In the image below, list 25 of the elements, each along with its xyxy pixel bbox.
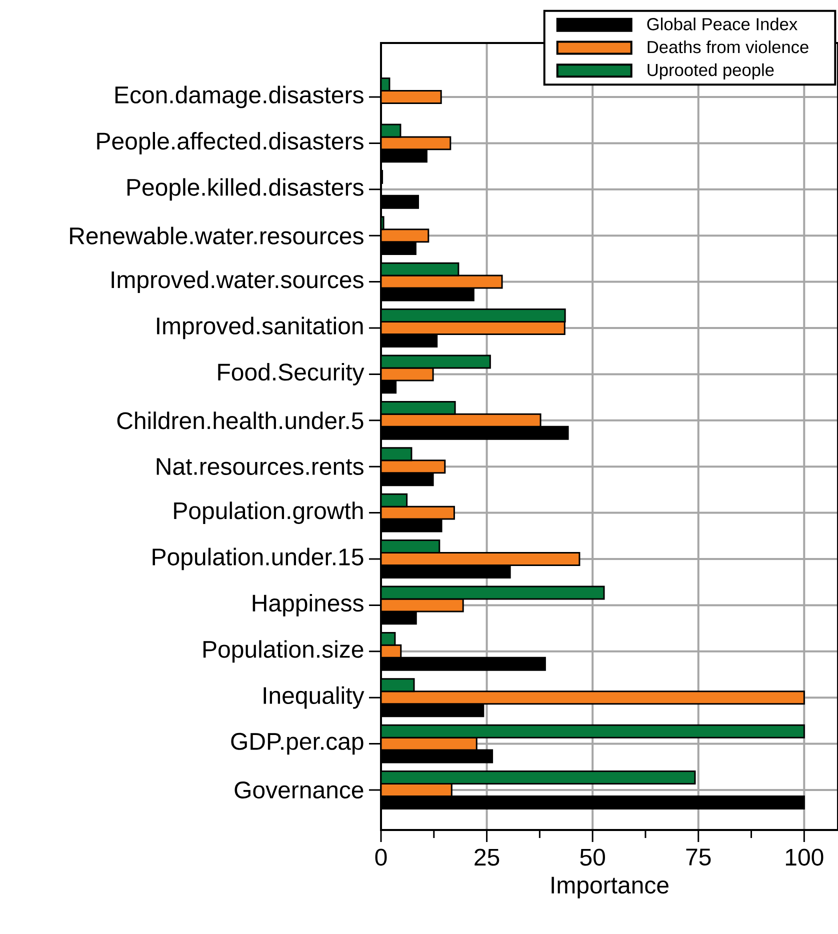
x-tick-label: 0 bbox=[375, 848, 387, 866]
y-tick-label: Improved.sanitation bbox=[157, 316, 363, 340]
y-tick-label: Population.size bbox=[203, 640, 364, 663]
y-tick-label: Nat.resources.rents bbox=[156, 458, 364, 475]
legend-label: Global Peace Index bbox=[647, 18, 798, 30]
y-tick-label: Population.growth bbox=[174, 502, 363, 524]
y-tick-label: Renewable.water.resources bbox=[70, 226, 364, 244]
y-tick-label: Children.health.under.5 bbox=[117, 412, 364, 430]
y-tick-label: People.killed.disasters bbox=[127, 178, 364, 201]
y-tick-label: People.affected.disasters bbox=[97, 132, 364, 154]
x-tick-label: 50 bbox=[580, 848, 605, 866]
y-tick-label: Econ.damage.disasters bbox=[115, 86, 364, 108]
x-tick-label: 75 bbox=[686, 848, 711, 866]
x-tick-label: 100 bbox=[786, 848, 824, 866]
y-tick-label: Population.under.15 bbox=[152, 548, 364, 570]
x-tick-label: 25 bbox=[474, 848, 500, 866]
y-tick-label: Inequality bbox=[264, 686, 364, 709]
legend-label: Deaths from violence bbox=[648, 40, 808, 54]
y-tick-label: Happiness bbox=[252, 594, 364, 616]
y-tick-label: Food.Security bbox=[218, 363, 364, 386]
y-tick-label: Governance bbox=[234, 782, 364, 798]
legend-label: Uprooted people bbox=[648, 63, 774, 80]
y-tick-label: Improved.water.sources bbox=[112, 270, 364, 293]
y-tick-label: GDP.per.cap bbox=[231, 732, 364, 755]
x-axis-title: Importance bbox=[552, 876, 668, 898]
